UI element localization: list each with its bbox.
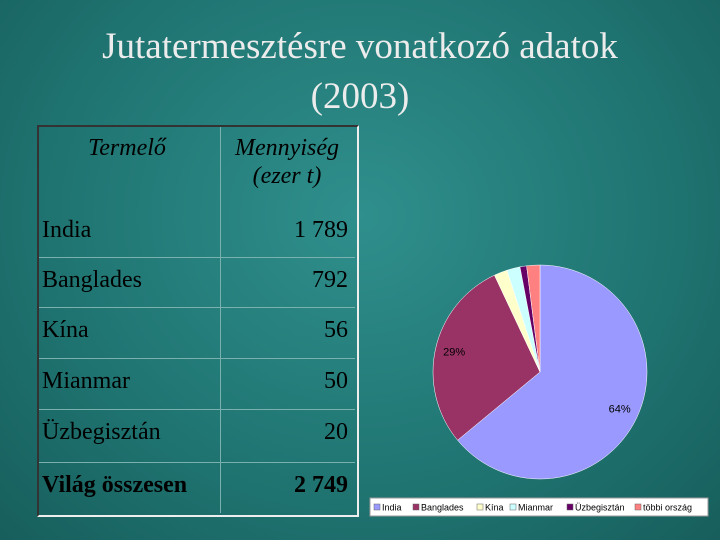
data-label: 29% [443,347,465,359]
table-cell: Kína [42,317,89,343]
row-line [39,462,355,463]
legend-label: Kína [485,502,504,512]
slide-title: Jutatermesztésre vonatkozó adatok (2003) [102,26,618,117]
legend-swatch [566,503,574,511]
legend-swatch [373,503,381,511]
table-cell: 1 789 [294,217,348,243]
row-line [39,409,355,410]
legend-swatch [476,503,484,511]
pie-slice [457,264,648,480]
pie-slice [526,264,541,373]
legend-swatch [412,503,420,511]
table-cell: India [42,217,92,243]
pie-slice [432,274,541,441]
table [37,125,359,517]
row-line [39,257,355,258]
table-header: Mennyiség (ezer t) [235,135,339,189]
legend-label: többi ország [643,502,692,512]
table-cell: 20 [324,419,348,445]
row-line [39,307,355,308]
table-cell: 2 749 [294,472,348,498]
table-header: Termelő [88,135,166,161]
legend-label: Üzbegisztán [575,502,625,512]
legend-swatch [509,503,517,511]
table-cell: 50 [324,368,348,394]
table-cell: Mianmar [42,368,130,394]
table-cell: 56 [324,317,348,343]
table-cell: 792 [312,267,348,293]
legend-label: Mianmar [518,502,553,512]
table-cell: Üzbegisztán [42,419,161,445]
row-line [39,358,355,359]
table-cell: Világ összesen [42,472,188,498]
legend-label: India [382,502,402,512]
column-divider [220,127,221,513]
table-cell: Banglades [42,267,142,293]
legend-swatch [634,503,642,511]
legend-label: Banglades [421,502,464,512]
legend-box [369,497,709,517]
data-label: 64% [609,403,631,415]
